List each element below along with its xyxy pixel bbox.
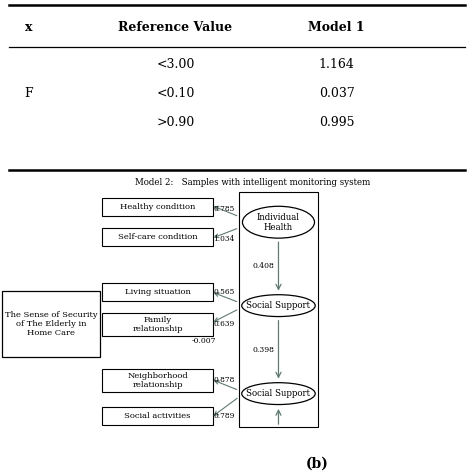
Text: <0.10: <0.10 bbox=[156, 87, 194, 100]
Text: 0.037: 0.037 bbox=[319, 87, 355, 100]
Text: 0.565: 0.565 bbox=[213, 288, 235, 296]
Text: 0.408: 0.408 bbox=[252, 263, 274, 271]
FancyBboxPatch shape bbox=[102, 198, 213, 216]
Text: -0.007: -0.007 bbox=[191, 337, 216, 345]
Ellipse shape bbox=[242, 383, 315, 404]
Text: (b): (b) bbox=[306, 456, 329, 470]
Text: Social activities: Social activities bbox=[124, 412, 191, 420]
Text: Model 1: Model 1 bbox=[308, 21, 365, 34]
FancyBboxPatch shape bbox=[102, 369, 213, 392]
Text: 1.034: 1.034 bbox=[213, 235, 234, 243]
Text: 0.398: 0.398 bbox=[252, 346, 274, 354]
Text: 0.789: 0.789 bbox=[213, 412, 235, 420]
Text: Self-care condition: Self-care condition bbox=[118, 233, 197, 241]
Text: F: F bbox=[24, 87, 33, 100]
Text: 0.785: 0.785 bbox=[213, 205, 235, 213]
Text: Healthy condition: Healthy condition bbox=[120, 203, 195, 211]
Text: 0.878: 0.878 bbox=[213, 376, 235, 384]
Text: >0.90: >0.90 bbox=[156, 116, 194, 129]
Text: Model 2:   Samples with intelligent monitoring system: Model 2: Samples with intelligent monito… bbox=[135, 178, 370, 187]
Text: Family
relationship: Family relationship bbox=[132, 316, 183, 333]
Text: Social Support: Social Support bbox=[246, 301, 310, 310]
Text: Reference Value: Reference Value bbox=[118, 21, 232, 34]
Ellipse shape bbox=[242, 206, 315, 238]
Text: 0.995: 0.995 bbox=[319, 116, 354, 129]
Text: Neighborhood
relationship: Neighborhood relationship bbox=[127, 372, 188, 389]
FancyBboxPatch shape bbox=[102, 228, 213, 246]
FancyBboxPatch shape bbox=[102, 313, 213, 336]
Text: x: x bbox=[25, 21, 32, 34]
Text: Social Support: Social Support bbox=[246, 389, 310, 398]
Text: Individual
Health: Individual Health bbox=[257, 212, 300, 232]
Text: 0.639: 0.639 bbox=[213, 320, 234, 328]
FancyBboxPatch shape bbox=[2, 291, 100, 357]
Text: The Sense of Security
of The Elderly in
Home Care: The Sense of Security of The Elderly in … bbox=[5, 310, 98, 337]
Text: 1.164: 1.164 bbox=[319, 57, 355, 71]
Ellipse shape bbox=[242, 295, 315, 317]
FancyBboxPatch shape bbox=[102, 407, 213, 425]
Text: <3.00: <3.00 bbox=[156, 57, 194, 71]
Text: Living situation: Living situation bbox=[125, 288, 191, 296]
FancyBboxPatch shape bbox=[102, 283, 213, 301]
